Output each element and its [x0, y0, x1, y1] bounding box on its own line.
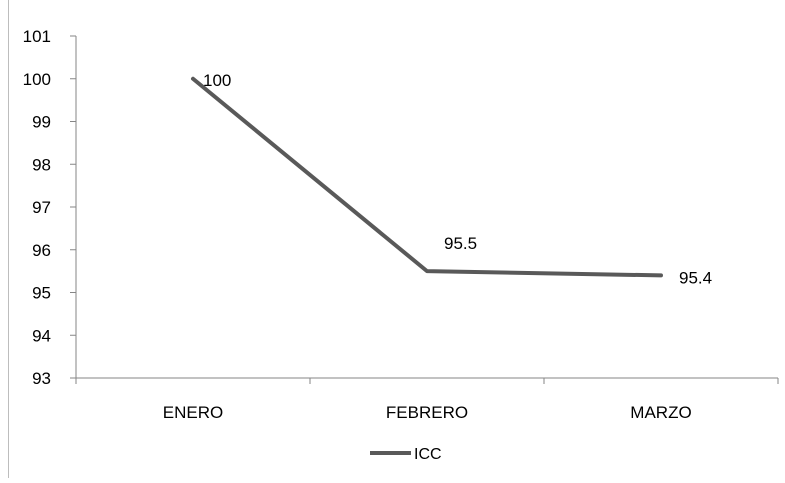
- data-label: 95.4: [679, 268, 712, 287]
- data-label: 95.5: [444, 234, 477, 253]
- x-category-label: ENERO: [163, 403, 223, 422]
- frame-border: [8, 0, 9, 478]
- x-axis: ENERO FEBRERO MARZO: [75, 377, 779, 422]
- y-tick-label: 97: [32, 198, 51, 217]
- y-tick-label: 98: [32, 155, 51, 174]
- legend: ICC: [370, 446, 442, 463]
- y-tick-label: 99: [32, 113, 51, 132]
- y-tick-label: 96: [32, 241, 51, 260]
- y-tick-label: 100: [23, 70, 51, 89]
- data-labels: 100 95.5 95.4: [203, 71, 712, 288]
- series-line-icc: [191, 76, 663, 278]
- x-category-label: MARZO: [630, 403, 691, 422]
- y-tick-label: 101: [23, 27, 51, 46]
- y-axis: 93 94 95 96 97 98 99 100 101: [23, 27, 77, 388]
- y-tick-label: 95: [32, 284, 51, 303]
- y-tick-label: 94: [32, 326, 51, 345]
- data-label: 100: [203, 71, 231, 90]
- legend-label: ICC: [414, 446, 442, 463]
- y-tick-label: 93: [32, 369, 51, 388]
- x-category-label: FEBRERO: [386, 403, 468, 422]
- series-layer: [191, 76, 663, 278]
